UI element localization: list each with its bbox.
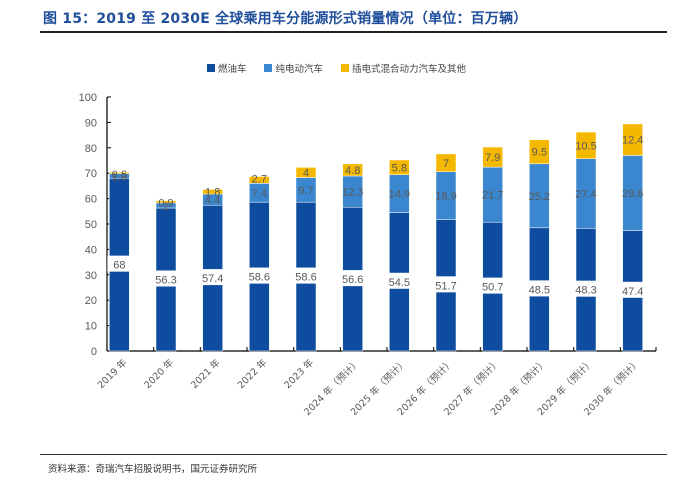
x-tick-label: 2021 年	[188, 356, 223, 391]
value-label-bev: 1.8	[112, 172, 127, 184]
value-label-bev: 18.9	[435, 191, 456, 203]
y-axis: 0 10 20 30 40 50 60 70 80 90 100	[79, 92, 111, 358]
legend-swatch-ice	[206, 64, 215, 72]
label-background	[620, 281, 645, 298]
value-label-ice: 56.3	[155, 274, 176, 286]
y-tick-label: 60	[85, 194, 97, 206]
y-tick-label: 90	[85, 117, 97, 129]
y-tick-label: 10	[85, 321, 97, 333]
bar-segment-phev	[249, 176, 270, 184]
value-label-phev: 5.8	[392, 162, 407, 174]
value-label-bev: 2	[163, 201, 169, 213]
y-tick-label: 0	[91, 346, 97, 358]
bar-segment-phev	[202, 189, 223, 195]
label-background	[480, 277, 505, 294]
label-background	[247, 267, 272, 284]
bar-segment-phev	[529, 139, 550, 165]
value-label-bev: 9.7	[298, 185, 313, 197]
bar-segment-phev	[435, 153, 457, 172]
bar-segment-phev	[575, 131, 597, 159]
value-label-ice: 47.4	[622, 286, 643, 298]
legend-label-bev: 纯电动汽车	[275, 64, 323, 75]
bar-segment-phev	[389, 159, 410, 175]
label-background	[574, 280, 598, 297]
legend-label-ice: 燃油车	[217, 64, 247, 75]
y-tick-label: 50	[85, 219, 97, 231]
value-label-phev: 12.4	[622, 135, 643, 147]
label-background	[527, 280, 552, 297]
label-background	[387, 272, 412, 289]
value-label-ice: 68	[113, 260, 125, 272]
value-label-ice: 48.5	[529, 284, 550, 296]
value-label-ice: 54.5	[389, 277, 410, 289]
value-label-ice: 51.7	[435, 280, 456, 292]
label-background	[107, 255, 132, 272]
value-label-phev: 9.5	[532, 147, 547, 159]
y-tick-label: 70	[85, 168, 97, 180]
value-label-ice: 58.6	[249, 272, 270, 284]
y-tick-label: 30	[85, 270, 97, 282]
legend-item-bev: 纯电动汽车	[264, 61, 323, 75]
x-tick-label: 2022 年	[235, 356, 270, 391]
value-label-bev: 7.4	[252, 188, 267, 200]
y-tick-label: 20	[85, 295, 97, 307]
label-background	[434, 276, 458, 293]
label-background	[294, 267, 318, 284]
value-label-ice: 58.6	[295, 272, 316, 284]
bar-segment-phev	[155, 200, 177, 204]
y-tick-label: 80	[85, 143, 97, 155]
value-label-bev: 14.9	[389, 189, 410, 201]
x-tick-label: 2023 年	[282, 356, 317, 391]
legend-item-ice: 燃油车	[206, 61, 247, 75]
bar-segment-phev	[622, 123, 643, 156]
legend-swatch-phev	[341, 64, 349, 72]
value-label-ice: 48.3	[575, 285, 596, 297]
value-label-phev: 7.9	[485, 152, 500, 164]
value-label-phev: 7	[443, 158, 449, 170]
y-tick-label: 40	[85, 244, 97, 256]
value-label-phev: 4	[303, 167, 309, 179]
source-note: 资料来源：奇瑞汽车招股说明书，国元证券研究所	[48, 464, 258, 475]
bars	[109, 123, 643, 352]
label-background	[340, 270, 365, 287]
legend-label-phev: 插电式混合动力汽车及其他	[352, 64, 467, 75]
value-label-bev: 21.7	[482, 190, 503, 202]
source-divider	[40, 454, 667, 455]
value-label-phev: 0.6	[112, 169, 127, 181]
value-label-ice: 50.7	[482, 282, 503, 294]
value-label-bev: 4.4	[205, 195, 220, 207]
value-label-phev: 2.7	[252, 174, 267, 186]
title-divider	[40, 31, 667, 33]
x-tick-label: 2019 年	[95, 356, 130, 391]
value-label-bev: 25.2	[529, 191, 550, 203]
value-label-phev: 1.8	[205, 186, 220, 198]
legend: 燃油车 纯电动汽车 插电式混合动力汽车及其他	[0, 61, 673, 75]
value-label-bev: 12.3	[342, 187, 363, 199]
label-background	[154, 270, 178, 287]
x-tick-label: 2020 年	[142, 356, 177, 391]
legend-item-phev: 插电式混合动力汽车及其他	[341, 61, 466, 75]
value-label-ice: 56.6	[342, 274, 363, 286]
bar-segment-phev	[109, 171, 130, 174]
value-label-bev: 29.6	[622, 188, 643, 200]
bar-segment-phev	[342, 163, 363, 177]
value-label-ice: 57.4	[202, 273, 223, 285]
value-labels: 681.80.656.320.957.44.41.858.67.42.758.6…	[107, 135, 645, 298]
value-label-phev: 4.8	[345, 165, 360, 177]
value-label-bev: 27.4	[575, 189, 596, 201]
value-label-phev: 0.9	[158, 198, 173, 210]
legend-swatch-bev	[264, 64, 273, 72]
chart-title: 图 15：2019 至 2030E 全球乘用车分能源形式销量情况（单位：百万辆）	[43, 11, 528, 27]
y-tick-label: 100	[79, 92, 97, 104]
value-label-phev: 10.5	[575, 140, 596, 152]
bar-segment-phev	[482, 146, 503, 168]
label-background	[200, 269, 225, 286]
bar-segment-phev	[295, 167, 317, 178]
